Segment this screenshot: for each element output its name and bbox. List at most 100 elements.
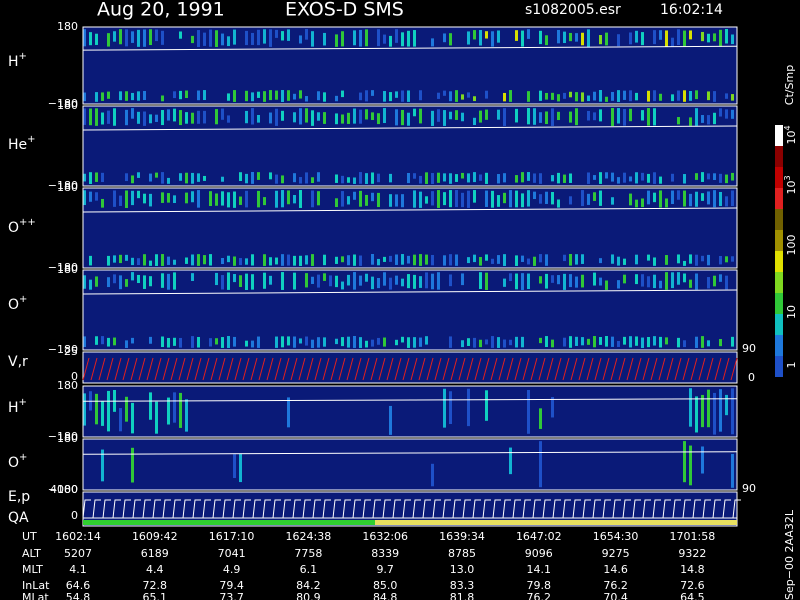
spectrum-cell: [191, 191, 194, 203]
table-cell: 1617:10: [209, 530, 255, 543]
spectrum-cell: [269, 257, 272, 266]
spectrum-cell: [299, 108, 302, 125]
spectrum-cell: [323, 273, 326, 281]
spectrum-cell: [221, 258, 224, 265]
spectrum-cell: [371, 339, 374, 347]
axis-bottom-label: −180: [48, 261, 78, 274]
colorbar-cell: [775, 335, 783, 356]
table-cell: 79.4: [219, 579, 244, 592]
spectrum-cell: [275, 336, 278, 348]
spectrum-cell: [335, 95, 338, 102]
spectrum-cell: [587, 110, 590, 121]
spectrum-cell: [233, 90, 236, 102]
panel-label: O+: [8, 294, 27, 313]
spectrum-cell: [587, 29, 590, 47]
spectrum-cell: [653, 274, 656, 289]
table-cell: 1632:06: [362, 530, 408, 543]
spectrum-cell: [569, 254, 572, 266]
reference-line: [82, 207, 738, 213]
spectrum-cell: [527, 273, 530, 290]
spectrum-cell: [251, 274, 254, 290]
spectrum-cell: [161, 172, 164, 184]
spectrum-cell: [707, 173, 710, 180]
spectrum-cell: [647, 173, 650, 183]
spectrum-cell: [515, 30, 518, 41]
spectrum-cell: [275, 90, 278, 100]
spectrum-cell: [227, 272, 230, 290]
spectrum-cell: [95, 336, 98, 345]
panel-frame: [82, 385, 738, 438]
table-cell: 64.5: [680, 591, 705, 600]
table-cell: 1602:14: [55, 530, 101, 543]
spectrum-cell: [95, 33, 98, 45]
spectrum-cell: [305, 96, 308, 102]
reference-line: [82, 398, 738, 402]
spectrum-cell: [365, 340, 368, 348]
spectrum-cell: [359, 92, 362, 101]
spectrum-cell: [539, 408, 542, 429]
spectrum-cell: [299, 255, 302, 266]
spectrum-cell: [455, 110, 458, 120]
spectrum-cell: [599, 172, 602, 184]
spectrum-cell: [257, 336, 260, 348]
spectrum-cell: [245, 258, 248, 265]
colorbar-tick-base: 10: [785, 131, 798, 145]
spectrum-cell: [113, 31, 116, 42]
spectrum-cell: [185, 257, 188, 264]
spectrum-cell: [215, 193, 218, 206]
spectrum-cell: [515, 175, 518, 183]
spectrum-cell: [659, 176, 662, 184]
spectrum-cell: [185, 90, 188, 99]
panel-bg: [83, 439, 737, 490]
spectrum-cell: [137, 91, 140, 101]
spectrum-cell: [377, 337, 380, 345]
spectrum-cell: [149, 392, 152, 420]
spectrum-cell: [473, 96, 476, 102]
spectrum-cell: [419, 175, 422, 184]
table-row-label: ALT: [22, 547, 41, 560]
spectrum-cell: [593, 272, 596, 286]
colorbar-tick-exp: 3: [783, 175, 792, 180]
spectrum-cell: [491, 190, 494, 208]
spectrum-cell: [413, 274, 416, 289]
spectrum-cell: [641, 172, 644, 181]
spectrum-cell: [569, 32, 572, 42]
spectrum-cell: [275, 190, 278, 208]
spectrum-cell: [689, 388, 692, 427]
spectrum-cell: [311, 339, 314, 348]
spectrum-cell: [155, 254, 158, 266]
spectrum-cell: [317, 172, 320, 182]
spectrum-cell: [335, 174, 338, 183]
spectrum-cell: [587, 193, 590, 205]
spectrum-cell: [131, 92, 134, 101]
spectrum-cell: [137, 190, 140, 199]
spectrum-cell: [365, 173, 368, 184]
spectrum-cell: [533, 173, 536, 183]
spectrum-cell: [347, 112, 350, 124]
table-cell: 76.2: [527, 591, 552, 600]
spectrum-cell: [461, 112, 464, 122]
spectrum-cell: [389, 255, 392, 262]
spectrum-cell: [305, 273, 308, 288]
spectrum-cell: [515, 273, 518, 290]
spectrum-cell: [149, 336, 152, 344]
table-cell: 70.4: [603, 591, 628, 600]
spectrum-cell: [515, 336, 518, 348]
spectrum-cell: [431, 254, 434, 266]
spectrum-cell: [671, 173, 674, 182]
panel-label: V,r: [8, 354, 28, 370]
spectrum-cell: [179, 337, 182, 348]
spectrum-cell: [227, 192, 230, 208]
spectrum-cell: [647, 190, 650, 205]
spectrum-cell: [257, 29, 260, 46]
spectrum-cell: [197, 90, 200, 101]
spectrum-cell: [671, 94, 674, 102]
panel-label: H+: [8, 397, 27, 416]
spectrum-cell: [281, 272, 284, 290]
spectrum-cell: [695, 191, 698, 207]
spectrum-cell: [323, 337, 326, 347]
spectrum-cell: [695, 90, 698, 100]
spectrum-cell: [485, 272, 488, 290]
right-axis-top-label: 90: [742, 342, 756, 355]
spectrum-cell: [611, 172, 614, 182]
